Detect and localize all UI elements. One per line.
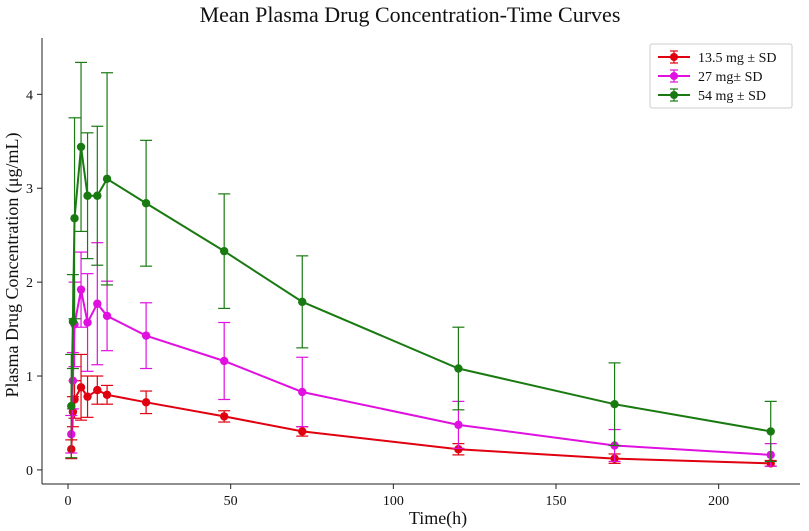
data-point [102, 390, 112, 399]
series-3 [65, 61, 777, 463]
data-point [298, 387, 307, 397]
data-point [93, 385, 102, 395]
series-line [70, 385, 771, 465]
y-tick-label: 4 [26, 88, 33, 103]
data-point [93, 299, 102, 308]
legend-marker [670, 53, 678, 61]
x-axis-ticks: 0 50 100 150 200 [65, 484, 729, 509]
y-tick-label: 3 [26, 182, 33, 197]
y-tick-label: 2 [26, 276, 33, 291]
x-tick-label: 50 [224, 494, 238, 509]
legend-item-1: 13.5 mg ± SD [658, 50, 776, 66]
data-point [70, 214, 79, 223]
data-point [141, 331, 151, 340]
y-tick-label: 0 [26, 464, 33, 479]
series-1 [65, 353, 777, 468]
data-point [454, 445, 463, 454]
data-point [83, 392, 92, 401]
data-point [141, 398, 151, 407]
data-point [298, 427, 307, 436]
data-point [68, 317, 78, 326]
data-point [68, 376, 78, 385]
data-point [141, 199, 151, 208]
legend-label: 54 mg ± SD [698, 89, 766, 104]
x-tick-label: 0 [65, 494, 72, 509]
chart-title: Mean Plasma Drug Concentration-Time Curv… [200, 2, 621, 27]
legend-label: 13.5 mg ± SD [698, 51, 776, 66]
series-2 [65, 242, 777, 467]
data-point [766, 427, 775, 436]
legend: 13.5 mg ± SD 27 mg± SD 54 mg ± SD [649, 43, 793, 109]
legend-marker [670, 91, 678, 99]
data-point [102, 311, 112, 321]
data-point [610, 399, 619, 409]
x-tick-label: 100 [383, 494, 404, 509]
plot-frame [41, 38, 800, 485]
data-point [67, 401, 76, 411]
legend-marker [670, 72, 678, 80]
data-point [454, 420, 463, 430]
legend-box [649, 43, 793, 109]
legend-item-2: 27 mg± SD [658, 69, 762, 85]
data-point [219, 356, 229, 366]
data-point [93, 191, 102, 200]
data-point [76, 285, 86, 294]
y-axis-ticks: 0 1 2 3 4 [26, 88, 42, 479]
data-point [76, 383, 86, 392]
y-axis-label: Plasma Drug Concentration (μg/mL) [2, 132, 23, 397]
data-point [219, 246, 229, 256]
data-point [83, 318, 92, 327]
y-tick-label: 1 [26, 370, 33, 385]
x-tick-label: 150 [546, 494, 567, 509]
legend-item-3: 54 mg ± SD [658, 88, 766, 104]
x-axis-label: Time(h) [409, 508, 467, 529]
series-layer [65, 61, 777, 468]
data-point [219, 412, 229, 421]
data-point [102, 174, 112, 184]
legend-label: 27 mg± SD [698, 70, 762, 85]
x-tick-label: 200 [708, 494, 729, 509]
data-point [298, 297, 307, 307]
data-point [76, 142, 86, 152]
series-line [70, 146, 771, 433]
data-point [83, 191, 92, 200]
data-point [454, 364, 463, 373]
series-line [70, 289, 771, 456]
